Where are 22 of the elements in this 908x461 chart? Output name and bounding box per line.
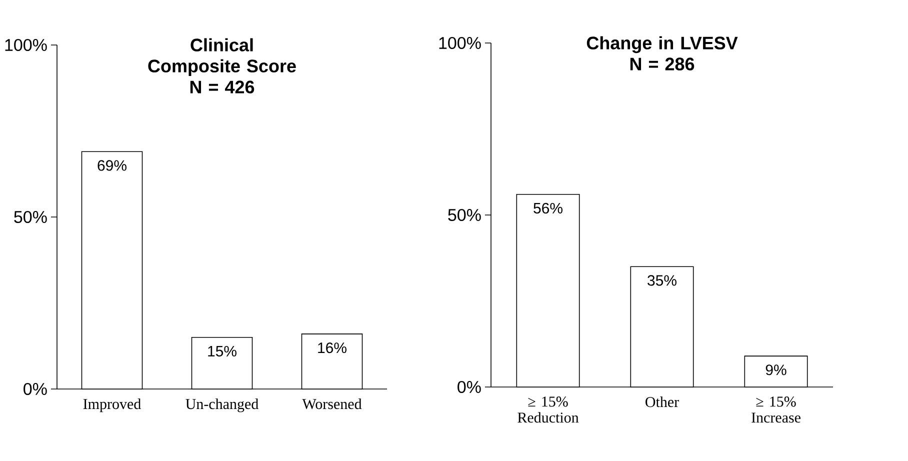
data-label: 9%: [766, 364, 786, 376]
y-tick-label: 100%: [439, 36, 481, 50]
data-label: 69%: [98, 160, 126, 171]
text: N = 286: [630, 58, 694, 70]
y-tick-label: 50%: [448, 208, 481, 222]
x-tick-label: Improved: [83, 398, 141, 412]
x-tick-label: Un-changed: [186, 398, 258, 412]
data-label: 56%: [534, 202, 562, 214]
y-tick-label: 50%: [14, 210, 47, 224]
data-label: 35%: [648, 275, 676, 286]
x-tick-label: Other: [646, 396, 679, 408]
y-tick-label: 0%: [24, 382, 47, 396]
chart-title: Change in LVESV: [586, 36, 738, 54]
chart-title: Clinical Composite Score: [148, 38, 296, 76]
x-tick-label: ≥ 15% Reduction: [518, 396, 579, 423]
data-label: 16%: [318, 342, 346, 354]
x-tick-label: Worsened: [302, 398, 362, 410]
x-tick-label: ≥ 15% Increase: [752, 396, 800, 423]
y-tick-label: 0%: [458, 380, 481, 394]
text: N = 426: [190, 80, 254, 94]
data-label: 15%: [208, 346, 236, 356]
y-tick-label: 100%: [5, 38, 47, 52]
